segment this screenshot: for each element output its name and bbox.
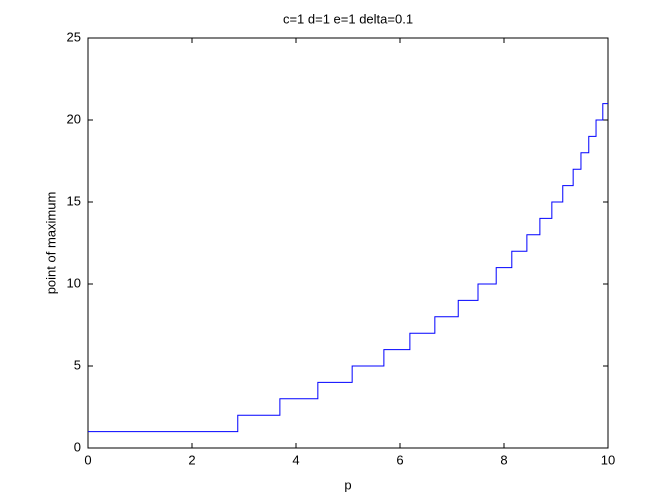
y-axis-label: point of maximum	[43, 192, 58, 295]
x-tick-label: 10	[601, 452, 615, 467]
y-tick-label: 5	[74, 357, 81, 372]
x-tick-label: 0	[84, 452, 91, 467]
step-line	[88, 103, 608, 433]
x-tick-label: 4	[292, 452, 299, 467]
y-tick-label: 25	[67, 29, 81, 44]
y-tick-label: 20	[67, 111, 81, 126]
x-tick-label: 2	[188, 452, 195, 467]
y-tick-label: 0	[74, 439, 81, 454]
chart-title: c=1 d=1 e=1 delta=0.1	[283, 11, 413, 26]
x-tick-label: 6	[396, 452, 403, 467]
x-tick-label: 8	[500, 452, 507, 467]
y-tick-label: 15	[67, 193, 81, 208]
plot-area	[87, 37, 609, 449]
y-tick-label: 10	[67, 275, 81, 290]
x-axis-label: p	[344, 477, 351, 492]
